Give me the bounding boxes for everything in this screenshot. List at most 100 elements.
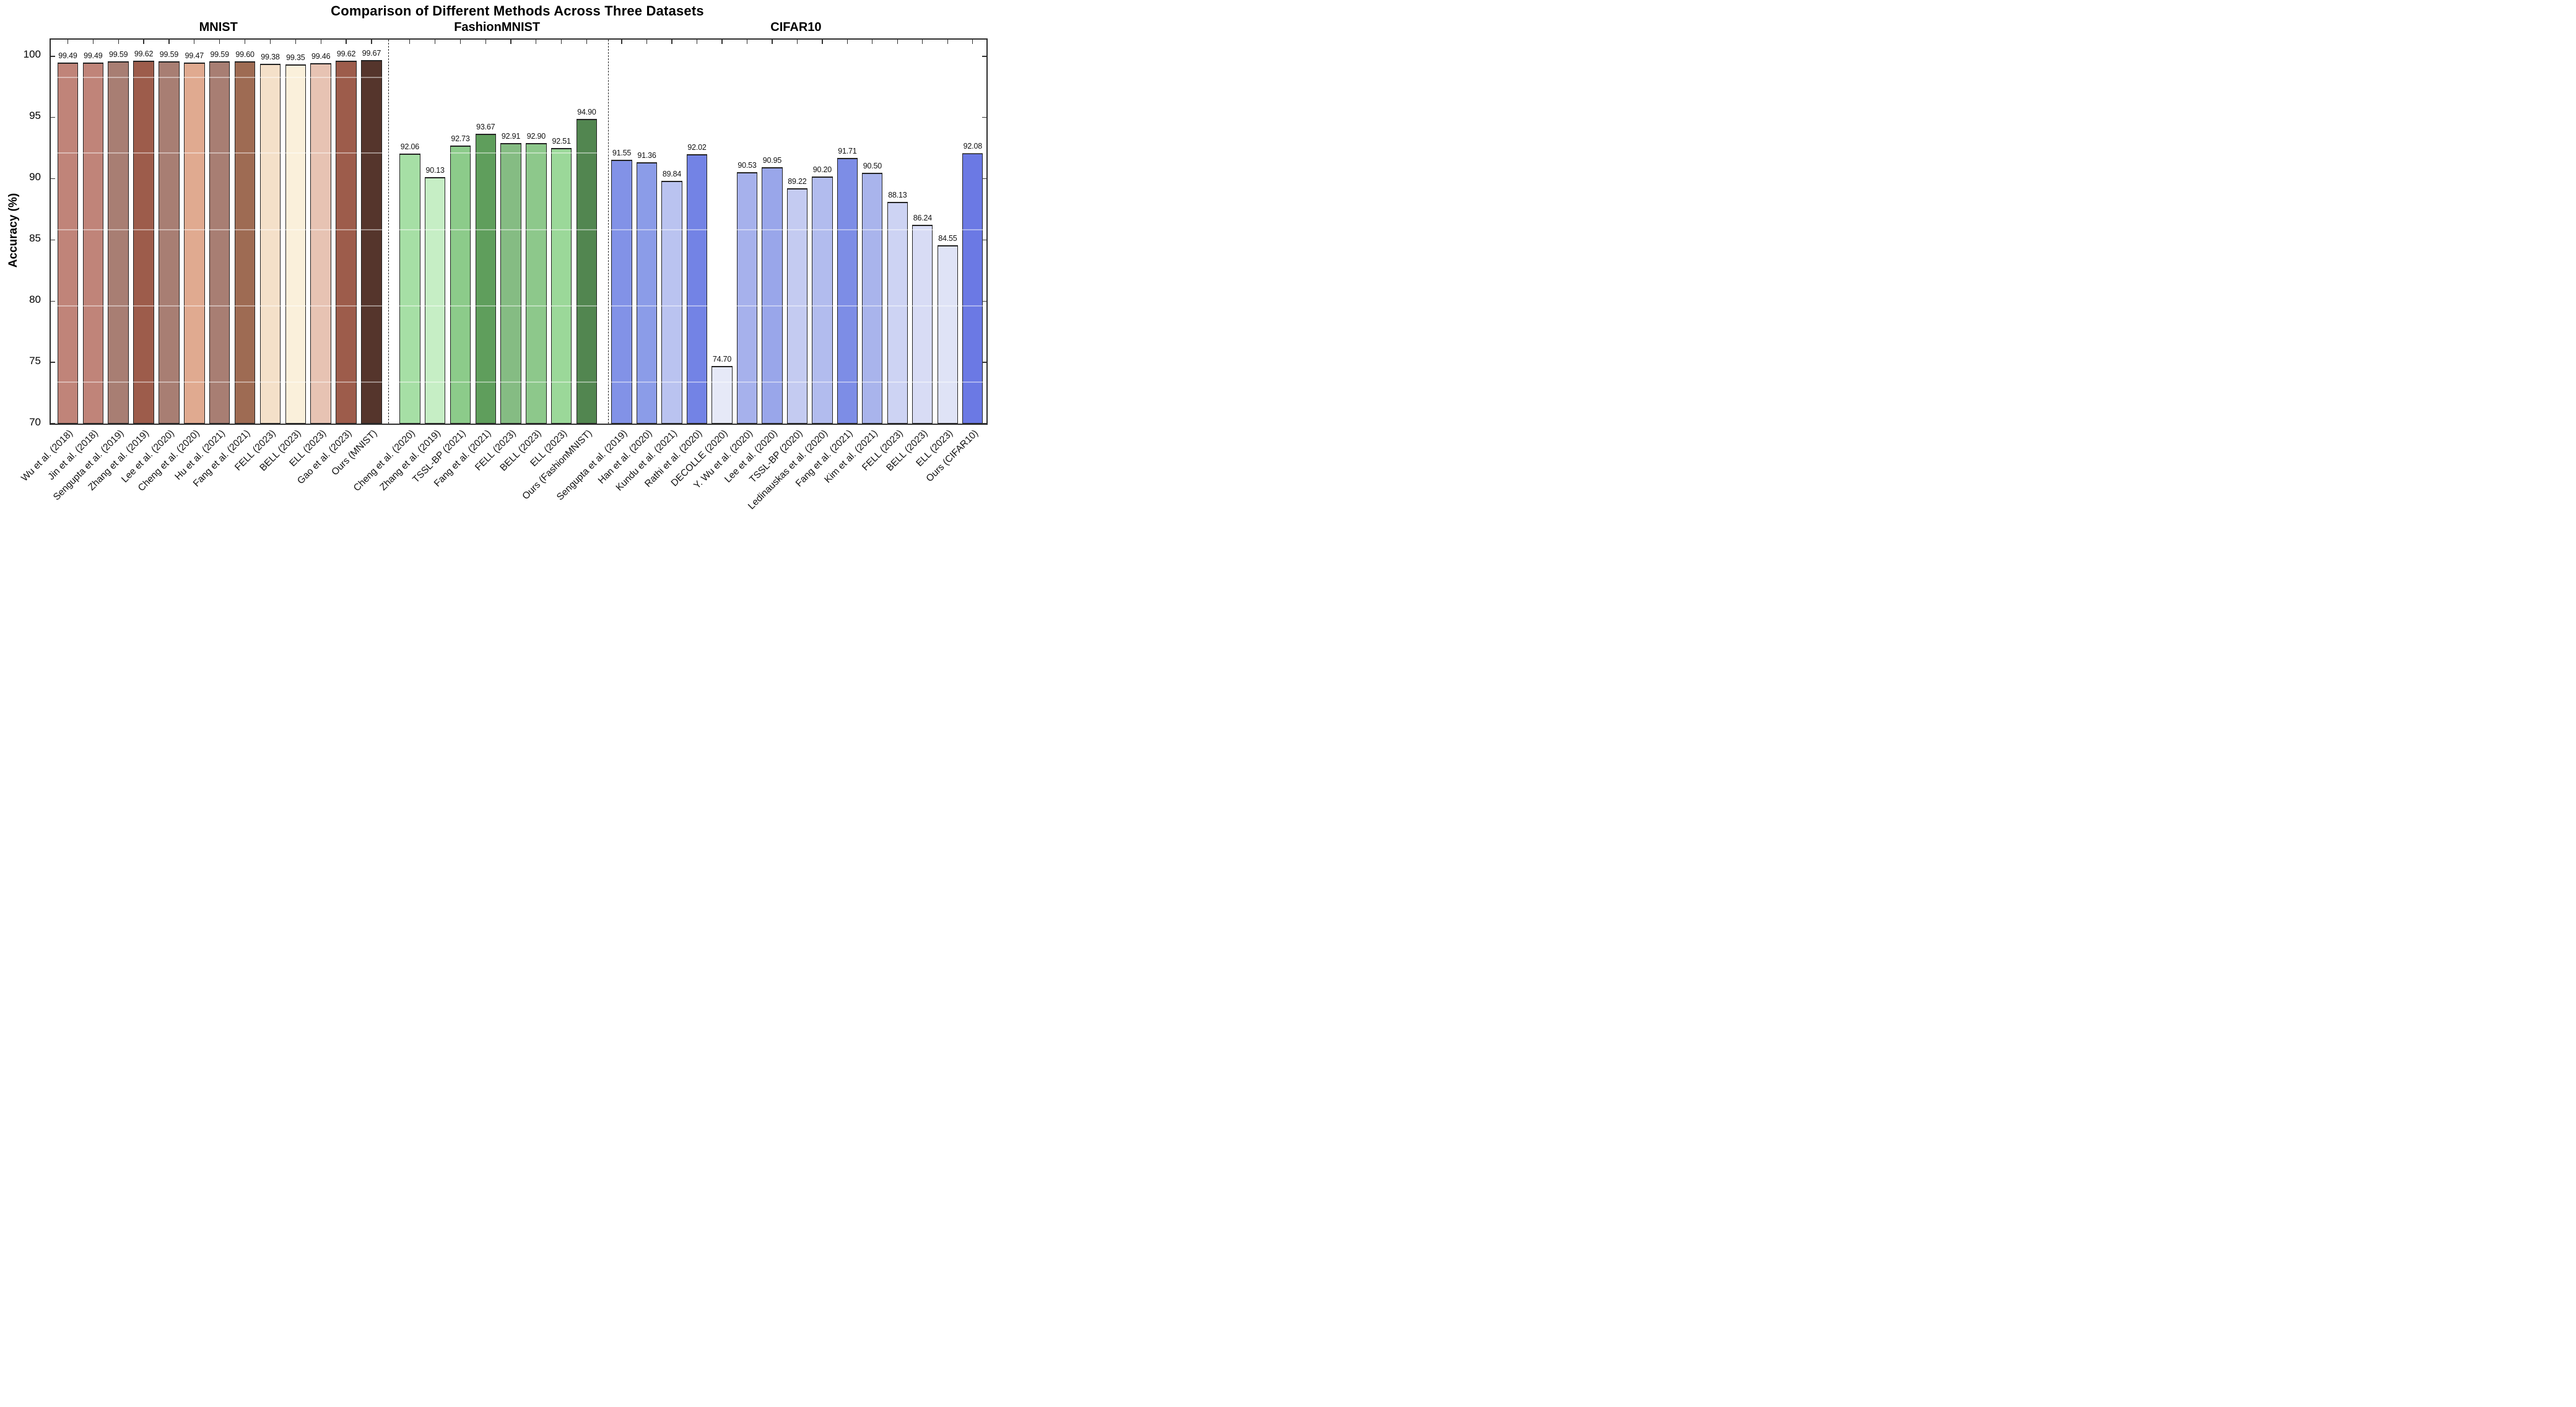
- bar-value-label: 86.24: [913, 213, 932, 222]
- y-tick-mark-right: [982, 56, 986, 57]
- bar: [336, 61, 357, 424]
- bar-slot: 92.02 Rathi et al. (2020): [643, 40, 709, 489]
- bar: [399, 153, 420, 424]
- x-tick-mark-top: [621, 40, 622, 44]
- bar-value-label: 92.02: [687, 142, 707, 152]
- x-tick-mark-top: [646, 40, 648, 44]
- y-tick-mark-right: [982, 239, 986, 241]
- x-tick-mark-top: [219, 40, 220, 44]
- bar-value-label: 99.49: [58, 51, 77, 60]
- bar: [108, 61, 129, 424]
- bar: [962, 153, 983, 424]
- y-tick-mark-right: [982, 362, 986, 363]
- panel-title-fashionmnist: FashionMNIST: [454, 20, 541, 34]
- bar-slot: 86.24 BELL (2023): [885, 40, 935, 473]
- bar: [611, 159, 632, 424]
- plot-area: 99.49 Wu et al. (2018) 99.49 Jin et al. (20…: [20, 38, 988, 512]
- group-mnist: 99.49 Wu et al. (2018) 99.49 Jin et al. (20…: [20, 40, 388, 502]
- bar-value-label: 99.59: [210, 50, 229, 59]
- x-tick-mark-top: [409, 40, 411, 44]
- figure: Comparison of Different Methods Across T…: [0, 0, 991, 541]
- bar-value-label: 84.55: [938, 234, 957, 243]
- bar-slot: 84.55 ELL (2023): [915, 40, 960, 469]
- y-tick-mark-right: [982, 178, 986, 180]
- bar-value-label: 88.13: [888, 190, 907, 199]
- bar-value-label: 99.59: [109, 50, 128, 59]
- bar: [82, 62, 104, 424]
- bar-slot: 91.36 Han et al. (2020): [596, 40, 659, 486]
- bar-value-label: 74.70: [712, 355, 732, 364]
- y-tick-mark-right: [982, 423, 986, 424]
- bar: [862, 172, 883, 424]
- bar-slot: 90.50 Kim et al. (2021): [822, 40, 885, 485]
- y-tick-label: 85: [29, 232, 41, 244]
- bar: [550, 147, 572, 424]
- bar-slot: 99.49 Jin et al. (2018): [46, 40, 106, 482]
- bar-slot: 90.20 Ledinauskas et al. (2020): [746, 40, 835, 512]
- bar: [234, 61, 256, 424]
- bar-value-label: 90.20: [812, 165, 832, 174]
- bar-slot: 74.70 DECOLLE (2020): [669, 40, 734, 489]
- panel-title-cifar10: CIFAR10: [770, 20, 822, 34]
- y-tick-mark-right: [982, 116, 986, 118]
- x-tick-mark-top: [295, 40, 296, 44]
- y-tick-label: 95: [29, 110, 41, 122]
- x-tick-mark-top: [118, 40, 119, 44]
- bar-value-label: 99.46: [311, 51, 331, 61]
- bar: [526, 143, 547, 424]
- bar: [711, 366, 733, 424]
- bar-slot: 99.62 Gao et al. (2023): [295, 40, 359, 486]
- bar: [812, 176, 833, 424]
- bar-slot: 92.91 FELL (2023): [474, 40, 524, 473]
- bar-slot: 99.59 Hu et al. (2021): [173, 40, 232, 482]
- bar-value-label: 94.90: [577, 107, 596, 116]
- panel-title-mnist: MNIST: [199, 20, 238, 34]
- bar-slot: 99.35 BELL (2023): [258, 40, 308, 473]
- y-tick-label: 80: [29, 293, 41, 305]
- group-separator: [607, 40, 609, 424]
- bar: [576, 118, 598, 424]
- x-tick-mark-top: [846, 40, 848, 44]
- x-tick-mark-top: [168, 40, 170, 44]
- bar-slot: 99.47 Cheng et al. (2020): [136, 40, 207, 494]
- bar-value-label: 99.35: [286, 53, 305, 62]
- bar-slot: 99.67 Ours (MNIST): [329, 40, 385, 477]
- y-tick-label: 100: [23, 48, 41, 61]
- y-tick-mark-left: [51, 116, 55, 118]
- bar-value-label: 89.84: [662, 169, 682, 178]
- x-tick-mark-top: [586, 40, 588, 44]
- bar: [361, 60, 382, 424]
- y-tick-label: 75: [29, 354, 41, 367]
- y-tick-labels: 100 95 90 85 80 75 70: [0, 38, 45, 427]
- bar: [450, 145, 471, 424]
- x-tick-mark-top: [67, 40, 69, 44]
- bar: [259, 64, 281, 424]
- bar-slot: 94.90 Ours (FashionMNIST): [520, 40, 599, 502]
- y-tick-label: 90: [29, 171, 41, 183]
- y-tick-mark-left: [51, 362, 55, 363]
- bar-value-label: 99.49: [84, 51, 103, 60]
- bar-slot: 93.67 Fang et al. (2021): [432, 40, 498, 489]
- bar-value-label: 92.51: [552, 136, 571, 146]
- bar-value-label: 90.95: [762, 155, 782, 165]
- bar: [786, 188, 808, 424]
- x-tick-mark-top: [947, 40, 948, 44]
- bar: [285, 64, 307, 424]
- x-tick-mark-top: [485, 40, 486, 44]
- chart-title: Comparison of Different Methods Across T…: [331, 3, 704, 19]
- group-fashionmnist: 92.06 Cheng et al. (2020) 90.13 Zhang et al…: [352, 40, 607, 502]
- bar-value-label: 93.67: [476, 123, 495, 132]
- x-tick-mark-top: [143, 40, 144, 44]
- bar: [209, 61, 230, 424]
- bar-value-label: 99.47: [185, 51, 204, 61]
- bar-value-label: 99.67: [362, 49, 381, 58]
- y-tick-label: 70: [29, 416, 41, 428]
- bar: [159, 61, 180, 424]
- bar: [310, 63, 331, 424]
- x-tick-mark-top: [972, 40, 973, 44]
- bar-value-label: 89.22: [788, 177, 807, 186]
- bar: [57, 62, 79, 424]
- y-tick-mark-left: [51, 56, 55, 57]
- bar-slot: 99.59 Sengupta et al. (2019): [51, 40, 131, 502]
- bar-value-label: 92.90: [526, 132, 546, 141]
